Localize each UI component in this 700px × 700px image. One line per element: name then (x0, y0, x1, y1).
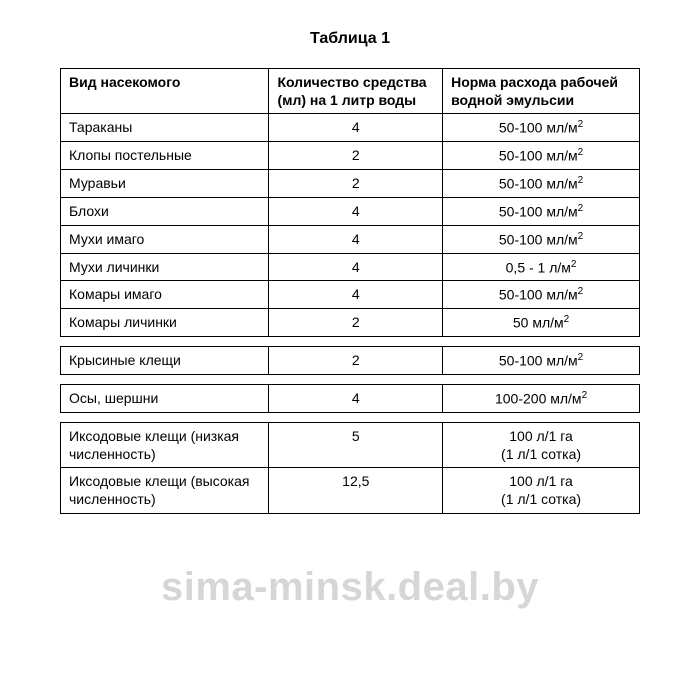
dosage-table: Вид насекомого Количество средства (мл) … (60, 68, 640, 514)
cell-rate: 50-100 мл/м2 (443, 197, 640, 225)
cell-rate: 50-100 мл/м2 (443, 281, 640, 309)
table-row: Иксодовые клещи (низкая численность)5100… (61, 422, 640, 467)
cell-amount: 4 (269, 197, 443, 225)
cell-rate: 50-100 мл/м2 (443, 170, 640, 198)
cell-amount: 4 (269, 225, 443, 253)
col-header-insect: Вид насекомого (61, 69, 269, 114)
cell-rate: 50 мл/м2 (443, 309, 640, 337)
cell-rate: 50-100 мл/м2 (443, 225, 640, 253)
cell-amount: 5 (269, 422, 443, 467)
cell-rate: 50-100 мл/м2 (443, 347, 640, 375)
cell-rate: 100 л/1 га(1 л/1 сотка) (443, 422, 640, 467)
cell-amount: 2 (269, 170, 443, 198)
cell-insect: Комары имаго (61, 281, 269, 309)
col-header-rate: Норма расхода рабочей водной эмульсии (443, 69, 640, 114)
cell-insect: Тараканы (61, 114, 269, 142)
cell-amount: 2 (269, 309, 443, 337)
cell-amount: 2 (269, 347, 443, 375)
spacer-row (61, 412, 640, 422)
cell-insect: Иксодовые клещи (низкая численность) (61, 422, 269, 467)
table-row: Мухи имаго450-100 мл/м2 (61, 225, 640, 253)
cell-insect: Мухи имаго (61, 225, 269, 253)
cell-insect: Клопы постельные (61, 142, 269, 170)
spacer-row (61, 374, 640, 384)
cell-rate: 100 л/1 га(1 л/1 сотка) (443, 468, 640, 513)
cell-amount: 4 (269, 114, 443, 142)
cell-rate: 100-200 мл/м2 (443, 384, 640, 412)
cell-amount: 12,5 (269, 468, 443, 513)
table-row: Тараканы450-100 мл/м2 (61, 114, 640, 142)
cell-insect: Крысиные клещи (61, 347, 269, 375)
cell-insect: Комары личинки (61, 309, 269, 337)
table-row: Иксодовые клещи (высокая численность)12,… (61, 468, 640, 513)
spacer-row (61, 337, 640, 347)
col-header-amount: Количество средства (мл) на 1 литр воды (269, 69, 443, 114)
cell-amount: 4 (269, 253, 443, 281)
cell-rate: 50-100 мл/м2 (443, 114, 640, 142)
cell-amount: 4 (269, 384, 443, 412)
table-title: Таблица 1 (60, 30, 640, 48)
cell-insect: Мухи личинки (61, 253, 269, 281)
table-header-row: Вид насекомого Количество средства (мл) … (61, 69, 640, 114)
cell-rate: 0,5 - 1 л/м2 (443, 253, 640, 281)
table-row: Комары личинки250 мл/м2 (61, 309, 640, 337)
cell-amount: 2 (269, 142, 443, 170)
cell-insect: Блохи (61, 197, 269, 225)
table-row: Муравьи250-100 мл/м2 (61, 170, 640, 198)
cell-rate: 50-100 мл/м2 (443, 142, 640, 170)
table-row: Осы, шершни4100-200 мл/м2 (61, 384, 640, 412)
cell-insect: Осы, шершни (61, 384, 269, 412)
cell-insect: Муравьи (61, 170, 269, 198)
table-row: Блохи450-100 мл/м2 (61, 197, 640, 225)
table-row: Клопы постельные250-100 мл/м2 (61, 142, 640, 170)
table-row: Крысиные клещи250-100 мл/м2 (61, 347, 640, 375)
cell-insect: Иксодовые клещи (высокая численность) (61, 468, 269, 513)
cell-amount: 4 (269, 281, 443, 309)
watermark-text: sima-minsk.deal.by (0, 565, 700, 610)
table-row: Мухи личинки40,5 - 1 л/м2 (61, 253, 640, 281)
table-row: Комары имаго450-100 мл/м2 (61, 281, 640, 309)
